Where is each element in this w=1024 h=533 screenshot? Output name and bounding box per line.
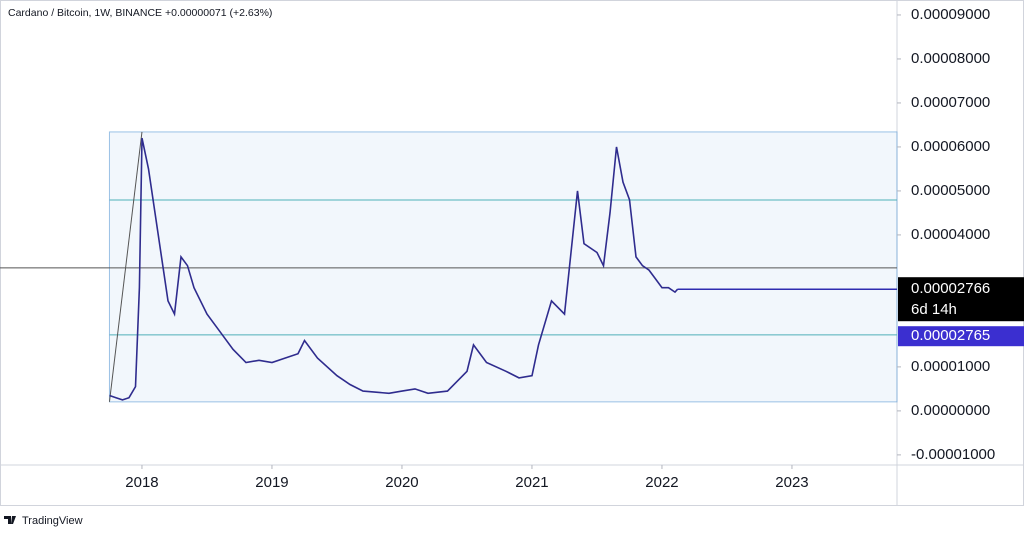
y-tick-label: 0.00001000 (911, 358, 990, 375)
trend-line (108, 131, 143, 402)
brand: TradingView (22, 515, 83, 527)
channel-area (108, 131, 898, 403)
chart-title: Cardano / Bitcoin, 1W, BINANCE +0.000000… (8, 7, 272, 19)
x-tick-label: 2019 (255, 474, 288, 491)
y-tick-label: 0.00006000 (911, 138, 990, 155)
prev-price-label: 0.00002765 (911, 327, 990, 344)
x-tick-label: 2022 (645, 474, 678, 491)
y-tick-label: 0.00005000 (911, 182, 990, 199)
y-tick-label: -0.00001000 (911, 446, 995, 463)
last-price-box (898, 277, 1024, 322)
x-tick-label: 2023 (775, 474, 808, 491)
x-tick-label: 2018 (125, 474, 158, 491)
countdown: 6d 14h (911, 301, 957, 318)
x-tick-label: 2020 (385, 474, 418, 491)
x-tick-label: 2021 (515, 474, 548, 491)
y-tick-label: 0.00000000 (911, 402, 990, 419)
y-tick-label: 0.00009000 (911, 6, 990, 23)
last-price-label: 0.00002766 (911, 280, 990, 297)
y-tick-label: 0.00004000 (911, 226, 990, 243)
price-line (109, 137, 679, 401)
y-tick-label: 0.00007000 (911, 94, 990, 111)
prev-price-box (898, 326, 1024, 347)
brand-logo (4, 516, 16, 524)
y-tick-label: 0.00008000 (911, 50, 990, 67)
